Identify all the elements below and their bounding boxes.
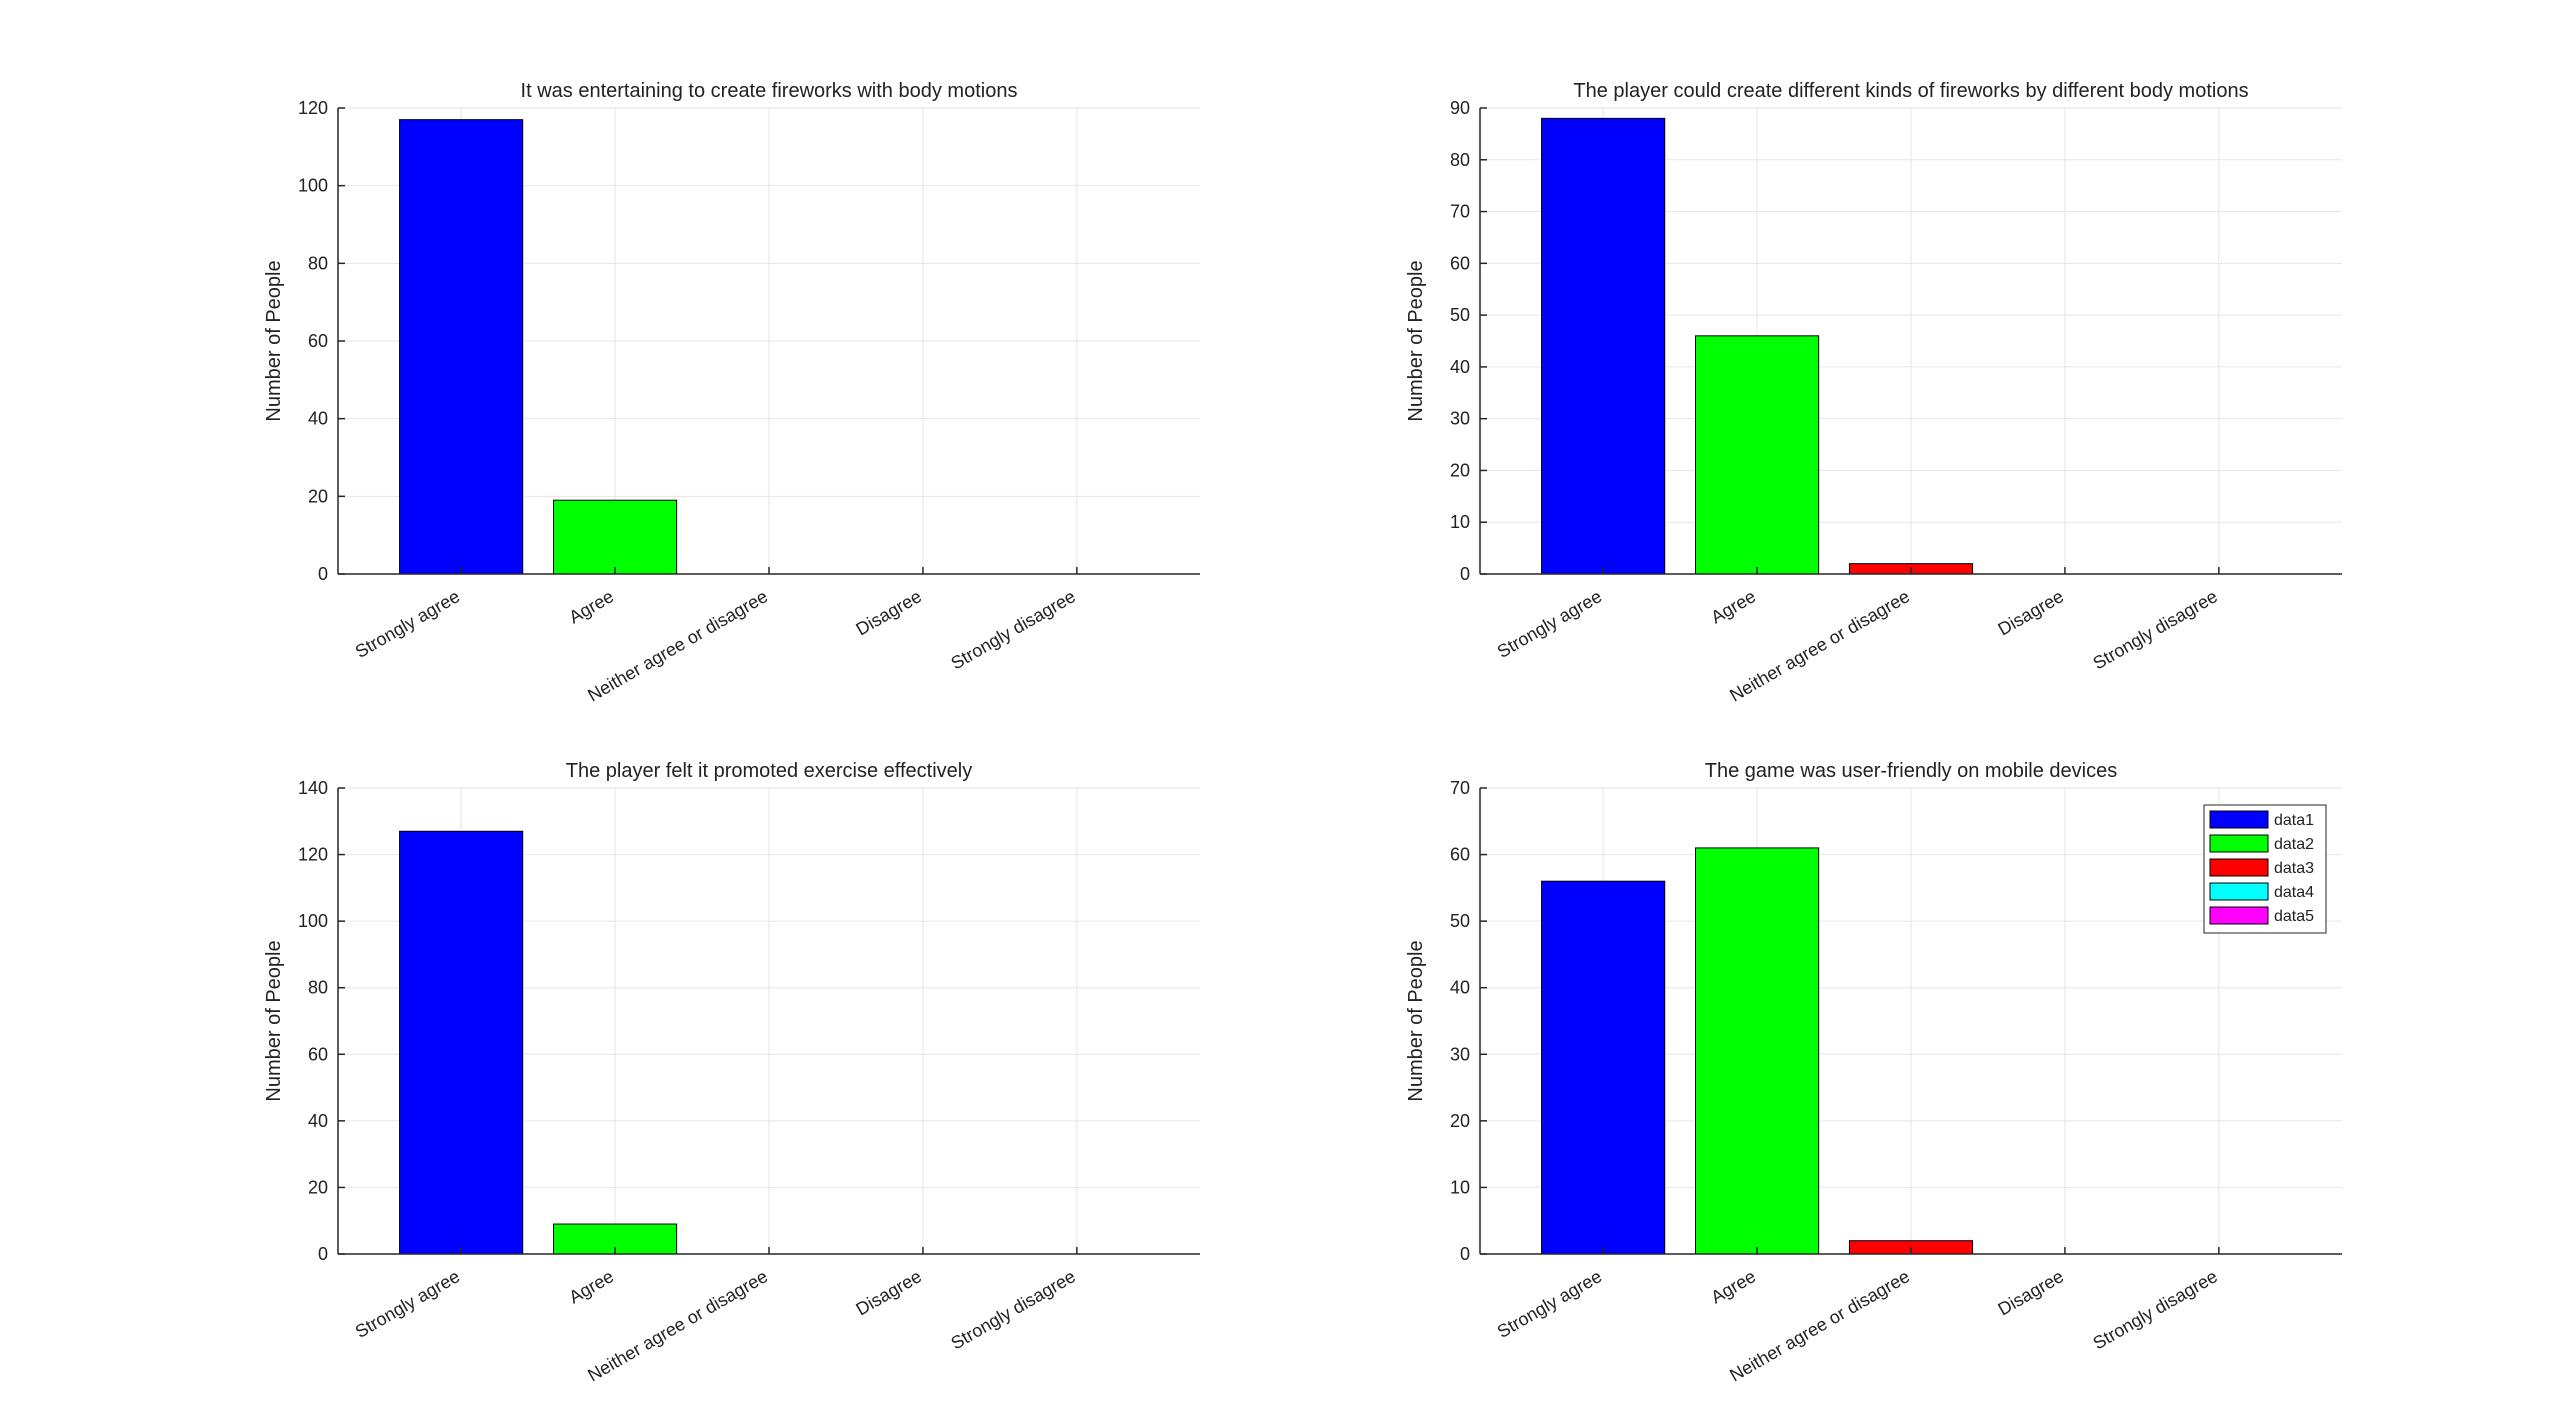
y-tick-label: 0 [1460, 1244, 1470, 1264]
x-tick-label: Disagree [853, 586, 925, 639]
x-tick-label: Agree [1707, 1266, 1759, 1307]
chart-title: It was entertaining to create fireworks … [521, 80, 1018, 102]
bar-1 [1541, 117, 1666, 575]
y-tick-label: 100 [298, 911, 328, 931]
x-tick-label: Agree [1707, 586, 1759, 627]
y-tick-label: 40 [308, 1111, 328, 1131]
x-tick-label: Agree [565, 1266, 617, 1307]
legend-label: data4 [2274, 884, 2314, 901]
x-tick-label: Strongly disagree [2090, 1266, 2221, 1353]
y-tick-label: 80 [308, 253, 328, 273]
legend-label: data2 [2274, 836, 2314, 853]
y-tick-label: 0 [1460, 564, 1470, 584]
y-tick-label: 0 [318, 1244, 328, 1264]
y-tick-label: 30 [1450, 409, 1470, 429]
y-tick-label: 40 [1450, 978, 1470, 998]
legend: data1 data2 data3 data4 data5 [2203, 804, 2327, 934]
y-tick-label: 60 [1450, 845, 1470, 865]
x-tick-label: Strongly agree [352, 586, 463, 662]
y-tick-label: 20 [308, 486, 328, 506]
y-tick-label: 30 [1450, 1044, 1470, 1064]
x-tick-label: Strongly disagree [948, 586, 1079, 673]
chart-title: The player could create different kinds … [1573, 80, 2248, 102]
y-tick-label: 0 [318, 564, 328, 584]
x-tick-label: Disagree [1995, 586, 2067, 639]
y-axis-label: Number of People [263, 260, 285, 421]
legend-label: data3 [2274, 860, 2314, 877]
legend-swatch [2209, 834, 2269, 853]
chart-title: The player felt it promoted exercise eff… [566, 760, 972, 782]
y-tick-label: 10 [1450, 512, 1470, 532]
legend-label: data1 [2274, 812, 2314, 829]
y-tick-label: 60 [1450, 253, 1470, 273]
y-tick-label: 70 [1450, 778, 1470, 798]
bar-1 [399, 830, 524, 1255]
x-tick-label: Agree [565, 586, 617, 627]
bar-2 [1695, 335, 1820, 575]
y-tick-label: 10 [1450, 1177, 1470, 1197]
y-tick-label: 80 [1450, 150, 1470, 170]
y-tick-label: 90 [1450, 98, 1470, 118]
bar-1 [399, 119, 524, 575]
y-tick-label: 60 [308, 1044, 328, 1064]
chart-title: The game was user-friendly on mobile dev… [1705, 760, 2117, 782]
legend-swatch [2209, 858, 2269, 877]
x-tick-label: Strongly disagree [948, 1266, 1079, 1353]
legend-swatch [2209, 906, 2269, 925]
x-tick-label: Disagree [1995, 1266, 2067, 1319]
x-tick-label: Disagree [853, 1266, 925, 1319]
legend-label: data5 [2274, 908, 2314, 925]
y-tick-label: 50 [1450, 911, 1470, 931]
y-tick-label: 100 [298, 176, 328, 196]
y-tick-label: 50 [1450, 305, 1470, 325]
y-tick-label: 120 [298, 98, 328, 118]
y-axis-label: Number of People [1405, 940, 1427, 1101]
x-tick-label: Strongly disagree [2090, 586, 2221, 673]
x-tick-label: Strongly agree [1494, 586, 1605, 662]
y-tick-label: 40 [1450, 357, 1470, 377]
x-tick-label: Strongly agree [352, 1266, 463, 1342]
x-tick-label: Strongly agree [1494, 1266, 1605, 1342]
y-tick-label: 20 [1450, 1111, 1470, 1131]
y-tick-label: 120 [298, 845, 328, 865]
y-axis-label: Number of People [1405, 260, 1427, 421]
bar-2 [553, 499, 678, 575]
y-tick-label: 60 [308, 331, 328, 351]
legend-swatch [2209, 882, 2269, 901]
y-tick-label: 70 [1450, 202, 1470, 222]
legend-swatch [2209, 810, 2269, 829]
y-tick-label: 80 [308, 978, 328, 998]
y-tick-label: 20 [1450, 460, 1470, 480]
y-tick-label: 140 [298, 778, 328, 798]
y-tick-label: 20 [308, 1177, 328, 1197]
y-axis-label: Number of People [263, 940, 285, 1101]
bar-1 [1541, 880, 1666, 1255]
y-tick-label: 40 [308, 409, 328, 429]
bar-2 [1695, 847, 1820, 1255]
